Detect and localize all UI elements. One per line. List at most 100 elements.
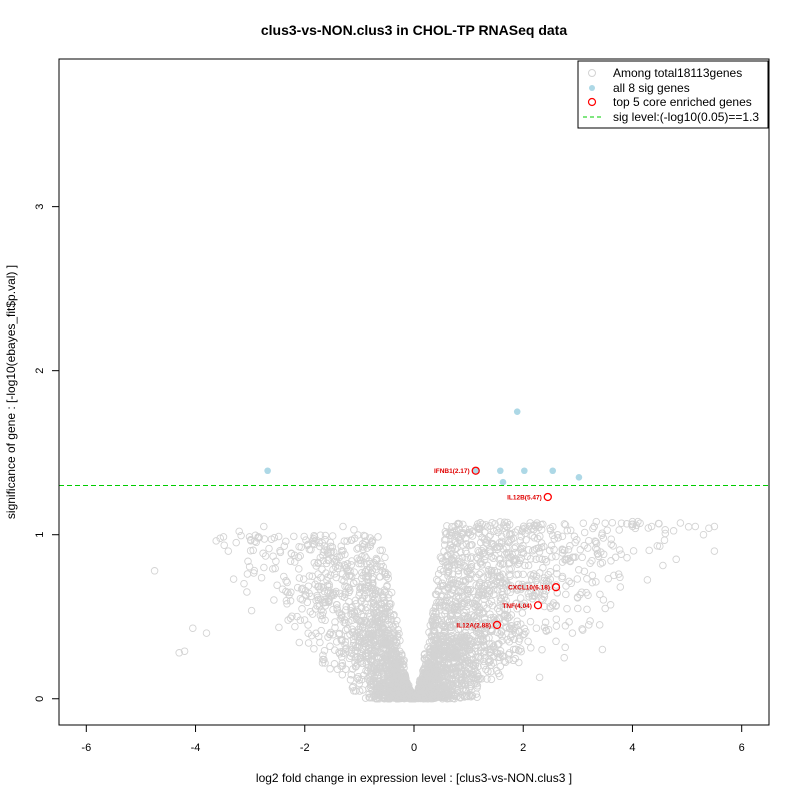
background-point bbox=[475, 580, 484, 589]
background-point bbox=[329, 605, 337, 614]
background-point bbox=[311, 605, 320, 613]
background-point bbox=[458, 554, 467, 562]
background-point bbox=[439, 592, 447, 600]
background-point bbox=[175, 649, 183, 657]
background-point bbox=[574, 604, 582, 613]
background-point bbox=[260, 563, 268, 572]
background-point bbox=[442, 689, 451, 697]
background-point bbox=[295, 565, 303, 573]
background-point bbox=[583, 605, 591, 614]
background-point bbox=[705, 524, 713, 532]
background-point bbox=[488, 539, 497, 548]
background-point bbox=[461, 685, 470, 693]
background-point bbox=[444, 604, 453, 612]
background-point bbox=[409, 694, 417, 702]
background-point bbox=[361, 652, 370, 660]
background-point bbox=[518, 609, 527, 617]
background-point bbox=[423, 668, 431, 677]
background-point bbox=[319, 655, 327, 664]
background-point bbox=[399, 680, 407, 689]
background-point bbox=[426, 660, 435, 668]
background-point bbox=[507, 564, 515, 573]
core-gene-label: IL12B(5.47) bbox=[507, 494, 542, 501]
background-point bbox=[455, 525, 463, 534]
background-point bbox=[502, 543, 511, 552]
background-point bbox=[538, 555, 546, 564]
background-point bbox=[383, 678, 392, 686]
core-gene-label: IFNB1(2.17) bbox=[434, 468, 470, 475]
background-point bbox=[448, 604, 457, 612]
background-point bbox=[473, 672, 482, 680]
background-point bbox=[284, 616, 292, 624]
background-point bbox=[356, 584, 364, 593]
background-point bbox=[343, 537, 351, 545]
background-point bbox=[224, 547, 233, 555]
background-point bbox=[376, 662, 385, 671]
background-point bbox=[505, 649, 514, 657]
background-point bbox=[544, 570, 552, 579]
background-point bbox=[368, 615, 376, 623]
background-point bbox=[282, 537, 290, 546]
background-point bbox=[431, 602, 440, 611]
background-point bbox=[538, 645, 546, 654]
background-point bbox=[353, 545, 361, 553]
background-point bbox=[439, 567, 448, 576]
background-point bbox=[492, 616, 501, 625]
background-point bbox=[430, 626, 438, 635]
background-point bbox=[441, 622, 450, 631]
background-point bbox=[505, 520, 514, 529]
background-point bbox=[578, 553, 586, 562]
background-point bbox=[293, 612, 301, 621]
background-point bbox=[537, 525, 546, 534]
background-point bbox=[372, 554, 381, 563]
background-point bbox=[437, 612, 446, 620]
background-point bbox=[393, 631, 401, 639]
background-point bbox=[485, 587, 493, 595]
x-tick-label: 0 bbox=[411, 742, 417, 754]
background-point bbox=[291, 622, 299, 631]
background-point bbox=[312, 562, 320, 570]
background-point bbox=[434, 660, 443, 669]
background-point bbox=[428, 617, 436, 626]
background-point bbox=[598, 531, 606, 539]
background-point bbox=[338, 670, 347, 679]
background-point bbox=[473, 593, 482, 602]
background-point bbox=[659, 561, 667, 570]
background-point bbox=[304, 639, 313, 647]
background-point bbox=[467, 563, 476, 571]
background-point bbox=[431, 590, 440, 599]
background-point bbox=[498, 591, 507, 599]
background-point bbox=[425, 638, 434, 647]
background-point bbox=[338, 610, 346, 619]
background-point bbox=[229, 575, 238, 583]
background-point bbox=[447, 546, 456, 554]
background-point bbox=[323, 581, 332, 590]
background-point bbox=[460, 637, 469, 646]
background-point bbox=[462, 606, 470, 615]
background-point bbox=[318, 615, 326, 624]
background-point bbox=[202, 629, 211, 637]
background-point bbox=[458, 663, 467, 672]
background-point bbox=[466, 585, 474, 594]
background-point bbox=[358, 638, 366, 647]
background-point bbox=[336, 615, 345, 623]
background-point bbox=[494, 669, 503, 678]
background-point bbox=[220, 541, 228, 549]
background-point bbox=[347, 536, 355, 544]
sig-gene-points bbox=[264, 408, 583, 486]
background-point bbox=[489, 643, 497, 651]
background-point bbox=[232, 538, 240, 547]
background-point bbox=[304, 621, 312, 629]
background-point bbox=[462, 549, 471, 558]
background-point bbox=[302, 536, 310, 544]
background-point bbox=[254, 534, 262, 542]
background-point bbox=[477, 569, 485, 577]
background-point bbox=[259, 549, 267, 558]
background-point bbox=[271, 564, 279, 573]
background-point bbox=[381, 640, 389, 649]
background-point bbox=[533, 519, 541, 527]
background-point bbox=[450, 527, 459, 535]
background-point bbox=[385, 686, 393, 694]
background-point bbox=[528, 592, 537, 600]
background-point bbox=[324, 589, 332, 597]
